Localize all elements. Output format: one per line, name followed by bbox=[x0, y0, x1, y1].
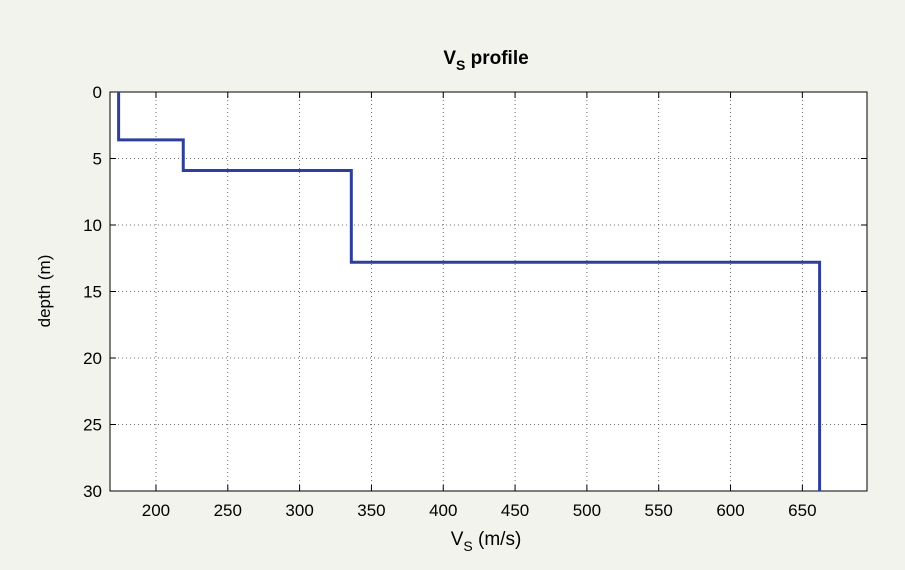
title-suffix: profile bbox=[465, 48, 528, 69]
y-tick-label: 0 bbox=[93, 83, 102, 102]
x-tick-label: 350 bbox=[357, 501, 385, 520]
title-main: V bbox=[443, 48, 456, 69]
axes-box bbox=[109, 91, 868, 492]
x-tick-label: 450 bbox=[501, 501, 529, 520]
xlabel-main: V bbox=[451, 529, 464, 550]
x-tick-label: 250 bbox=[214, 501, 242, 520]
y-tick-label: 20 bbox=[83, 349, 102, 368]
x-tick-label: 200 bbox=[142, 501, 170, 520]
y-axis-label: depth (m) bbox=[35, 255, 54, 328]
x-tick-label: 650 bbox=[788, 501, 816, 520]
x-tick-label: 300 bbox=[285, 501, 313, 520]
title-subscript: S bbox=[456, 57, 465, 73]
y-tick-label: 10 bbox=[83, 216, 102, 235]
x-tick-label: 400 bbox=[429, 501, 457, 520]
y-tick-label: 15 bbox=[83, 283, 102, 302]
chart-title: VS profile bbox=[443, 48, 528, 73]
y-tick-label: 30 bbox=[83, 482, 102, 501]
x-tick-label: 550 bbox=[645, 501, 673, 520]
data-line bbox=[117, 92, 822, 491]
plot-area bbox=[110, 92, 867, 491]
x-tick-label: 600 bbox=[716, 501, 744, 520]
x-axis-label: VS (m/s) bbox=[451, 529, 522, 554]
xlabel-subscript: S bbox=[463, 538, 472, 554]
xlabel-suffix: (m/s) bbox=[473, 529, 522, 550]
y-tick-label: 25 bbox=[83, 416, 102, 435]
x-tick-label: 500 bbox=[573, 501, 601, 520]
y-tick-label: 5 bbox=[93, 150, 102, 169]
